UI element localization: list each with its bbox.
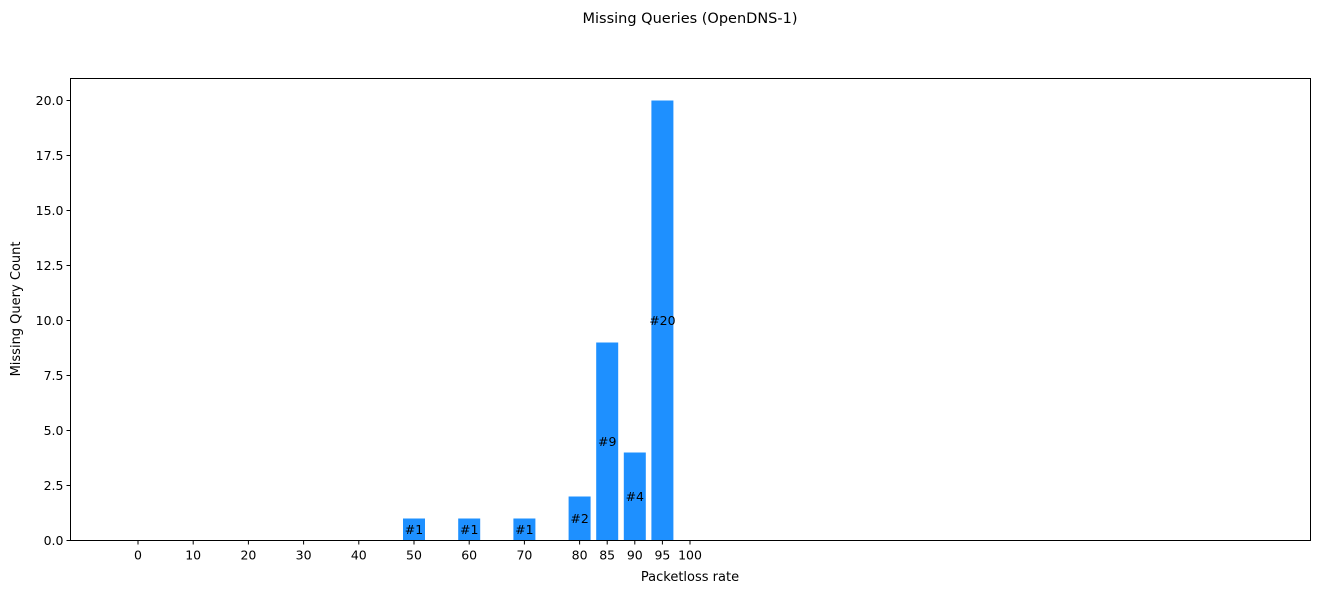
bar bbox=[651, 100, 674, 541]
y-tick-label: 5.0 bbox=[44, 423, 64, 438]
bar bbox=[623, 452, 646, 541]
x-tick-label: 10 bbox=[185, 548, 201, 563]
x-tick-label: 60 bbox=[461, 548, 477, 563]
y-tick-label: 17.5 bbox=[36, 148, 64, 163]
bar bbox=[403, 518, 425, 541]
bar bbox=[458, 518, 481, 541]
x-tick-label: 30 bbox=[296, 548, 312, 563]
y-tick-label: 12.5 bbox=[36, 258, 64, 273]
x-tick-label: 80 bbox=[572, 548, 588, 563]
bar-data-label: #1 bbox=[405, 522, 423, 537]
x-tick-label: 95 bbox=[654, 548, 670, 563]
x-tick-label: 85 bbox=[599, 548, 615, 563]
x-axis-label: Packetloss rate bbox=[641, 570, 739, 585]
bars-group bbox=[403, 100, 674, 541]
x-tick-label: 40 bbox=[351, 548, 367, 563]
plot-frame bbox=[70, 78, 1311, 541]
y-tick-label: 2.5 bbox=[44, 478, 64, 493]
x-tick-label: 0 bbox=[134, 548, 142, 563]
bar-labels-group: #1 #1 #1 #2 #9 #4 #20 bbox=[405, 313, 676, 537]
chart-title: Missing Queries (OpenDNS-1) bbox=[583, 11, 798, 27]
y-tick-label: 7.5 bbox=[44, 368, 64, 383]
y-tick-label: 20.0 bbox=[36, 93, 64, 108]
y-tick-label: 15.0 bbox=[36, 203, 64, 218]
x-tick-label: 50 bbox=[406, 548, 422, 563]
x-tick-label: 90 bbox=[627, 548, 643, 563]
bar bbox=[513, 518, 536, 541]
y-tick-label: 10.0 bbox=[36, 313, 64, 328]
bar-data-label: #9 bbox=[598, 434, 616, 449]
bar bbox=[568, 496, 591, 541]
y-axis-label: Missing Query Count bbox=[9, 242, 24, 377]
bar-data-label: #1 bbox=[460, 522, 478, 537]
y-tick-label: 0.0 bbox=[44, 533, 64, 548]
bar-data-label: #1 bbox=[515, 522, 533, 537]
bar-data-label: #20 bbox=[649, 313, 675, 328]
x-tick-label: 100 bbox=[678, 548, 702, 563]
bar-data-label: #2 bbox=[570, 511, 588, 526]
y-axis: 0.0 2.5 5.0 7.5 10.0 12.5 15.0 17.5 20.0 bbox=[36, 93, 71, 548]
bar bbox=[596, 342, 619, 541]
x-axis: 0 10 20 30 40 50 60 70 80 85 90 95 100 bbox=[134, 540, 702, 563]
x-tick-label: 70 bbox=[516, 548, 532, 563]
bar-data-label: #4 bbox=[626, 489, 644, 504]
x-tick-label: 20 bbox=[240, 548, 256, 563]
